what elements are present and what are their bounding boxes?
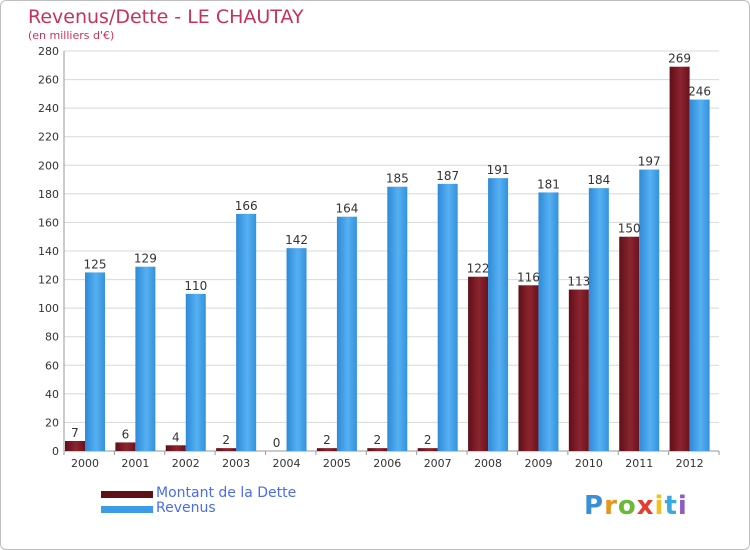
y-tick-label: 180 [38, 188, 59, 201]
bar-revenus [135, 266, 156, 451]
data-label-revenus: 191 [487, 163, 510, 177]
x-tick-label: 2000 [71, 457, 99, 470]
y-tick-label: 260 [38, 74, 59, 87]
x-tick-label: 2011 [625, 457, 653, 470]
x-tick-label: 2010 [575, 457, 603, 470]
data-label-revenus: 197 [638, 155, 661, 169]
chart-title: Revenus/Dette - LE CHAUTAY [28, 6, 304, 28]
proxiti-logo: Proxiti [584, 491, 688, 521]
data-label-revenus: 166 [235, 199, 258, 213]
y-tick-label: 100 [38, 302, 59, 315]
y-tick-label: 0 [52, 445, 59, 458]
x-tick-label: 2008 [474, 457, 502, 470]
bar-dette [165, 445, 186, 451]
y-tick-label: 160 [38, 216, 59, 229]
data-label-dette: 150 [618, 222, 641, 236]
data-label-revenus: 129 [134, 252, 157, 266]
bar-revenus [336, 216, 357, 451]
data-label-revenus: 185 [386, 172, 409, 186]
data-label-dette: 7 [71, 426, 79, 440]
x-tick-label: 2006 [373, 457, 401, 470]
labels-layer: 0204060801001201401601802002202402602807… [38, 45, 711, 470]
x-tick-label: 2001 [121, 457, 149, 470]
bar-dette [65, 441, 85, 451]
bar-revenus [689, 99, 710, 452]
bar-revenus [588, 188, 609, 451]
logo-letter: i [677, 491, 688, 521]
legend-swatch-revenus [101, 506, 153, 513]
bar-revenus [236, 213, 257, 451]
y-tick-label: 20 [45, 416, 59, 429]
x-tick-label: 2012 [676, 457, 704, 470]
bar-dette [468, 276, 489, 451]
data-label-dette: 2 [424, 433, 432, 447]
chart-subtitle: (en milliers d'€) [28, 29, 115, 42]
y-tick-label: 240 [38, 102, 59, 115]
data-label-revenus: 142 [285, 233, 308, 247]
data-label-dette: 0 [273, 436, 281, 450]
data-label-dette: 116 [517, 270, 540, 284]
bar-revenus [85, 272, 105, 451]
logo-letter: o [617, 491, 637, 521]
y-tick-label: 40 [45, 388, 59, 401]
bar-dette [417, 448, 438, 451]
data-label-revenus: 246 [688, 85, 711, 99]
bar-revenus [538, 192, 559, 451]
y-tick-label: 220 [38, 131, 59, 144]
data-label-dette: 6 [122, 427, 130, 441]
bar-dette [568, 289, 589, 451]
bar-revenus [185, 293, 206, 451]
data-label-revenus: 187 [436, 169, 459, 183]
legend-label-dette: Montant de la Dette [156, 485, 297, 501]
bar-revenus [286, 248, 307, 451]
logo-letter: P [584, 491, 605, 521]
data-label-dette: 113 [567, 275, 590, 289]
x-tick-label: 2003 [222, 457, 250, 470]
data-label-revenus: 184 [587, 173, 610, 187]
bar-revenus [437, 183, 458, 451]
bar-revenus [639, 169, 660, 452]
bar-dette [316, 448, 337, 451]
bar-dette [669, 66, 690, 451]
y-tick-label: 120 [38, 274, 59, 287]
bar-dette [115, 442, 136, 451]
data-label-dette: 2 [373, 433, 381, 447]
bar-dette [518, 285, 539, 451]
x-tick-label: 2009 [524, 457, 552, 470]
data-label-dette: 122 [467, 262, 490, 276]
x-tick-label: 2004 [273, 457, 301, 470]
data-label-dette: 2 [222, 433, 230, 447]
bar-dette [619, 236, 640, 451]
data-label-revenus: 164 [335, 202, 358, 216]
y-tick-label: 80 [45, 331, 59, 344]
logo-letter: t [664, 491, 678, 521]
data-label-dette: 4 [172, 430, 180, 444]
data-label-revenus: 125 [84, 257, 107, 271]
legend-label-revenus: Revenus [156, 500, 216, 516]
legend-swatch-dette [101, 491, 153, 498]
data-label-revenus: 181 [537, 177, 560, 191]
x-tick-label: 2002 [172, 457, 200, 470]
bar-dette [367, 448, 388, 451]
y-tick-label: 60 [45, 359, 59, 372]
logo-letter: x [636, 491, 655, 521]
data-label-revenus: 110 [184, 279, 207, 293]
logo-letter: r [604, 491, 618, 521]
y-tick-label: 140 [38, 245, 59, 258]
y-tick-label: 280 [38, 45, 59, 58]
bars-layer [65, 66, 710, 452]
logo-letter: i [654, 491, 665, 521]
bar-revenus [488, 178, 509, 451]
x-tick-label: 2007 [424, 457, 452, 470]
data-label-dette: 2 [323, 433, 331, 447]
y-tick-label: 200 [38, 159, 59, 172]
bar-dette [216, 448, 237, 451]
data-label-dette: 269 [668, 52, 691, 66]
bar-revenus [387, 186, 408, 451]
x-tick-label: 2005 [323, 457, 351, 470]
